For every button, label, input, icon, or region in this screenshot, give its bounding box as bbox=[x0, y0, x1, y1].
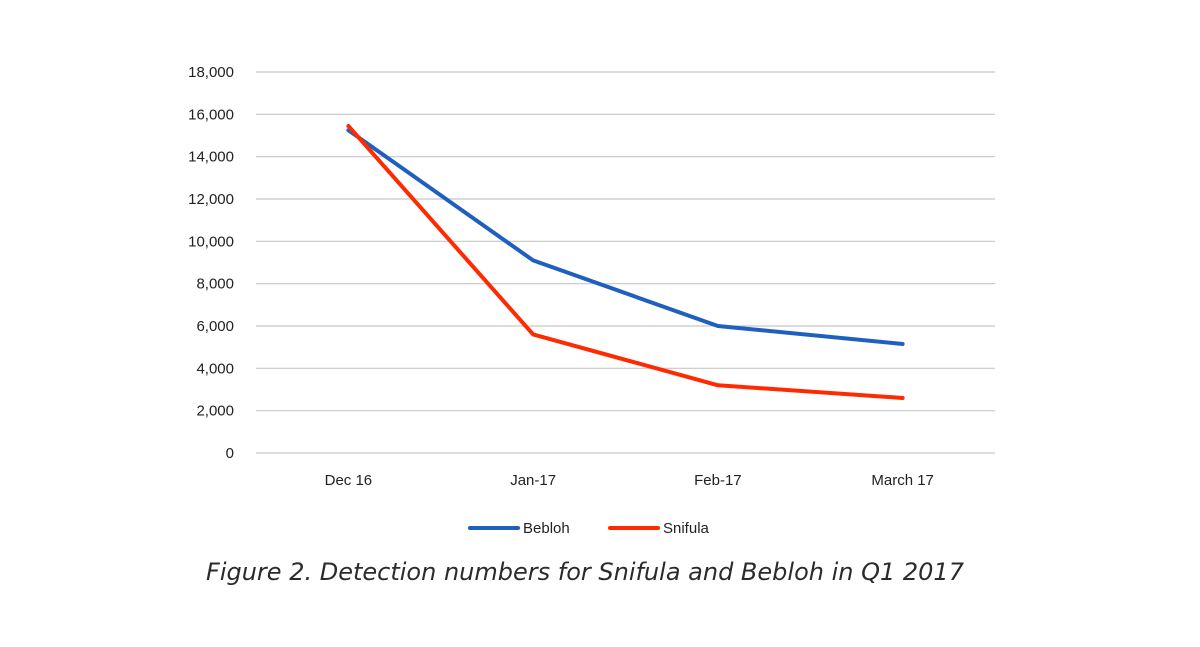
y-tick-label: 4,000 bbox=[196, 360, 234, 377]
line-chart: 0 2,000 4,000 6,000 8,000 10,000 12,000 14,000 1… bbox=[188, 64, 995, 537]
y-tick-label: 12,000 bbox=[188, 191, 234, 208]
legend: Bebloh Snifula bbox=[468, 520, 710, 537]
gridlines bbox=[256, 71, 995, 454]
y-tick-label: 6,000 bbox=[196, 318, 234, 335]
y-axis: 0 2,000 4,000 6,000 8,000 10,000 12,000 14,000 1… bbox=[188, 64, 234, 462]
y-tick-label: 0 bbox=[226, 445, 234, 462]
x-axis: Dec 16 Jan-17 Feb-17 March 17 bbox=[325, 472, 934, 489]
legend-label-snifula: Snifula bbox=[663, 520, 710, 537]
x-tick-label: March 17 bbox=[871, 472, 934, 489]
x-tick-label: Feb-17 bbox=[694, 472, 742, 489]
y-tick-label: 2,000 bbox=[196, 403, 234, 420]
y-tick-label: 8,000 bbox=[196, 276, 234, 293]
figure-caption: Figure 2. Detection numbers for Snifula … bbox=[206, 558, 964, 586]
series-lines bbox=[346, 123, 905, 400]
legend-label-bebloh: Bebloh bbox=[523, 520, 570, 537]
y-tick-label: 18,000 bbox=[188, 64, 234, 81]
y-tick-label: 10,000 bbox=[188, 233, 234, 250]
y-tick-label: 16,000 bbox=[188, 106, 234, 123]
y-tick-label: 14,000 bbox=[188, 149, 234, 166]
series-line-bebloh bbox=[346, 128, 905, 346]
x-tick-label: Jan-17 bbox=[510, 472, 556, 489]
series-line-snifula bbox=[346, 123, 905, 400]
x-tick-label: Dec 16 bbox=[325, 472, 373, 489]
